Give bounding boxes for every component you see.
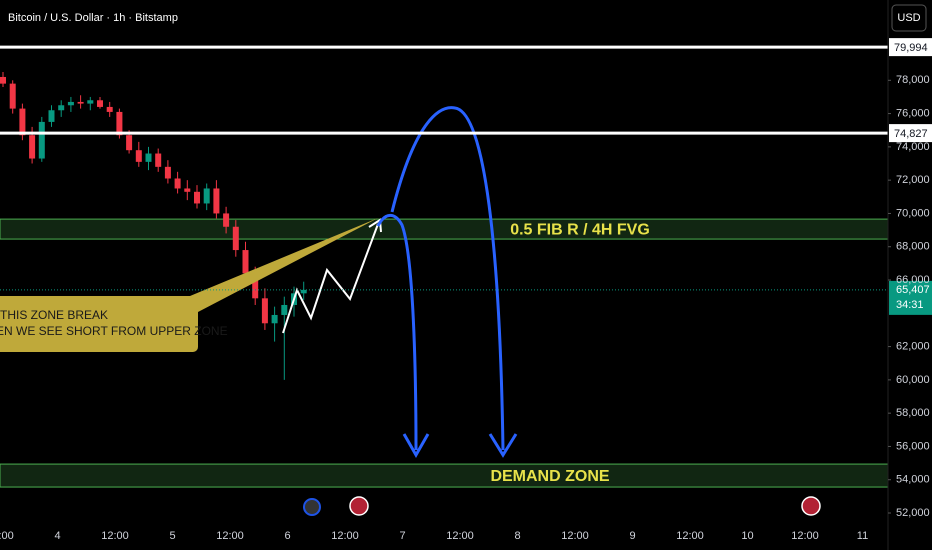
currency-label[interactable]: USD <box>897 12 920 24</box>
candle-body <box>242 250 249 274</box>
y-tick-label: 76,000 <box>896 107 930 119</box>
currency-button[interactable] <box>891 4 927 32</box>
zone-label: DEMAND ZONE <box>490 468 609 485</box>
projection-arrowhead <box>488 433 518 458</box>
candle-body <box>135 150 142 162</box>
candle-body <box>261 298 268 324</box>
candle-body <box>19 108 26 136</box>
candle-body <box>252 273 259 299</box>
y-tick-label: 68,000 <box>896 241 930 253</box>
callout-text: THIS ZONE BREAK <box>0 308 108 322</box>
candle-body <box>174 178 181 189</box>
candle-body <box>48 110 55 122</box>
x-tick-label: 10 <box>741 530 753 542</box>
x-tick-label: 12:00 <box>331 530 359 542</box>
candle-body <box>145 153 152 162</box>
projection-path <box>282 223 379 334</box>
event-icon[interactable] <box>801 496 821 516</box>
candle-body <box>203 188 210 204</box>
x-tick-label: 8 <box>514 530 520 542</box>
y-tick-label: 52,000 <box>896 507 930 519</box>
callout-text: EN WE SEE SHORT FROM UPPER ZONE <box>0 324 228 338</box>
candle-body <box>271 314 278 324</box>
x-tick-label: 12:00 <box>561 530 589 542</box>
y-tick-label: 66,000 <box>896 274 930 286</box>
last-price-label: 65,407 <box>896 284 930 296</box>
x-tick-label: 12:00 <box>676 530 704 542</box>
y-tick-label: 60,000 <box>896 374 930 386</box>
x-tick-label: 12:00 <box>791 530 819 542</box>
y-tick-label: 54,000 <box>896 474 930 486</box>
candle-body <box>38 121 45 159</box>
zone <box>0 463 889 488</box>
level-label-box <box>889 38 932 57</box>
zone-label: 0.5 FIB R / 4H FVG <box>510 221 650 238</box>
event-icon[interactable] <box>349 496 369 516</box>
event-icon[interactable] <box>303 498 321 516</box>
candle-body <box>126 135 133 151</box>
y-tick-label: 62,000 <box>896 340 930 352</box>
candle-body <box>194 191 200 204</box>
x-tick-label: 12:00 <box>216 530 244 542</box>
candle-body <box>29 135 36 159</box>
zone <box>0 218 889 240</box>
candle-body <box>67 101 74 106</box>
y-tick-label: 74,000 <box>896 141 930 153</box>
projection-curve <box>376 213 418 451</box>
candle-body <box>300 289 307 294</box>
y-tick-label: 70,000 <box>896 207 930 219</box>
levels: 79,994 74,827 65,407 34:31 <box>0 38 932 315</box>
candles <box>0 71 307 380</box>
last-price-box <box>889 280 932 315</box>
x-tick-label: 7 <box>399 530 405 542</box>
candle-body <box>232 226 239 251</box>
candle-body <box>9 83 16 109</box>
candle-body <box>184 188 191 192</box>
level-label: 74,827 <box>894 128 928 140</box>
candle-body <box>106 106 113 112</box>
x-tick-label: 11 <box>857 530 868 542</box>
candle-body <box>213 188 220 214</box>
projection-arrowhead <box>402 433 430 459</box>
level-label: 79,994 <box>894 42 928 54</box>
x-tick-label: 12:00 <box>0 530 14 542</box>
candle-body <box>116 111 123 136</box>
x-tick-label: 9 <box>629 530 635 542</box>
x-tick-label: 12:00 <box>446 530 474 542</box>
x-tick-label: 5 <box>169 530 175 542</box>
countdown-label: 34:31 <box>896 299 924 311</box>
x-tick-label: 12:00 <box>101 530 129 542</box>
candle-body <box>58 105 65 111</box>
candle-body <box>87 100 94 104</box>
candle-body <box>281 304 288 315</box>
y-tick-label: 78,000 <box>896 74 930 86</box>
callout-pointer <box>190 218 378 312</box>
y-tick-label: 56,000 <box>896 440 930 452</box>
candle-body <box>164 166 171 179</box>
y-tick-label: 72,000 <box>896 174 930 186</box>
candle-body <box>97 100 103 107</box>
x-tick-label: 6 <box>284 530 290 542</box>
level-label-box <box>889 124 932 143</box>
candle-body <box>223 213 230 227</box>
candle-body <box>0 76 6 84</box>
candle-body <box>155 153 162 167</box>
x-tick-label: 4 <box>54 530 60 542</box>
callout-box <box>0 296 198 352</box>
chart-title: Bitcoin / U.S. Dollar · 1h · Bitstamp <box>8 12 178 24</box>
y-tick-label: 58,000 <box>896 407 930 419</box>
zones: 0.5 FIB R / 4H FVG DEMAND ZONE <box>0 218 889 488</box>
candle-body <box>77 101 84 104</box>
